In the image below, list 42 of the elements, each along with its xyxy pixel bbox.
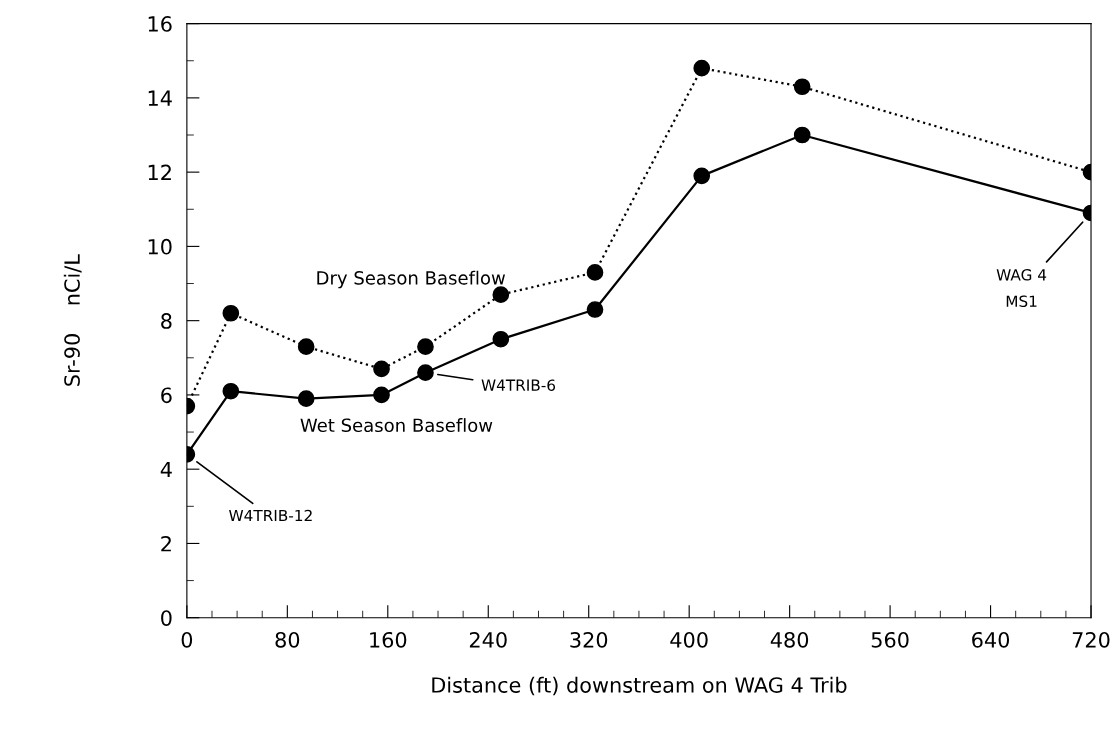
x-tick-label: 640 xyxy=(972,631,1010,648)
x-tick-label: 560 xyxy=(871,631,909,648)
x-tick-label: 80 xyxy=(275,631,300,648)
x-axis-title: Distance (ft) downstream on WAG 4 Trib xyxy=(432,676,847,696)
y-tick-label: 8 xyxy=(161,313,172,329)
series-label: Wet Season Baseflow xyxy=(300,418,493,433)
y-tick-label: 16 xyxy=(148,16,172,32)
point xyxy=(417,338,434,355)
series-label: Dry Season Baseflow xyxy=(317,270,506,289)
y-axis-title: Sr-90 nCi/L xyxy=(63,254,82,386)
point xyxy=(222,382,240,400)
x-tick-label: 240 xyxy=(469,631,507,648)
x-tick-label: 0 xyxy=(181,631,193,648)
annotation: W4TRIB-12 xyxy=(229,509,312,522)
y-tick-label: 12 xyxy=(148,164,171,181)
point xyxy=(417,364,434,381)
point xyxy=(222,304,240,322)
point xyxy=(492,286,510,304)
point xyxy=(373,386,390,404)
point xyxy=(586,264,604,281)
annotation: W4TRIB-6 xyxy=(481,379,556,391)
point xyxy=(373,360,390,378)
y-tick-label: 0 xyxy=(161,610,172,626)
y-tick-label: 10 xyxy=(148,238,172,255)
point xyxy=(793,78,811,96)
x-tick-label: 720 xyxy=(1072,631,1110,648)
point xyxy=(586,301,604,318)
annotation: WAG 4 MS1 xyxy=(996,269,1047,307)
point xyxy=(693,59,711,77)
point xyxy=(793,126,811,144)
x-tick-label: 320 xyxy=(570,631,608,648)
y-tick-label: 2 xyxy=(161,535,171,552)
point xyxy=(693,167,711,185)
y-tick-label: 6 xyxy=(161,387,172,404)
x-tick-label: 160 xyxy=(370,631,407,648)
point xyxy=(492,330,510,348)
y-tick-label: 4 xyxy=(160,461,172,478)
x-tick-label: 400 xyxy=(670,631,708,648)
y-tick-label: 14 xyxy=(148,90,172,106)
x-tick-label: 480 xyxy=(770,631,809,648)
point xyxy=(297,338,315,355)
point xyxy=(297,390,315,407)
